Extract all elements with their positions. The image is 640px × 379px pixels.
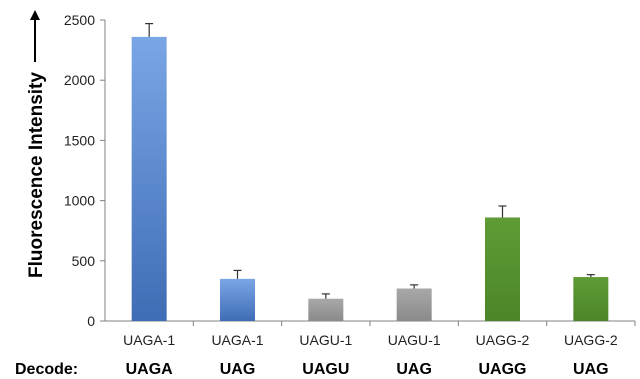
- y-tick-label: 1500: [64, 132, 95, 148]
- x-tick-label: UAGG-2: [476, 332, 530, 348]
- bar: [131, 36, 167, 322]
- x-tick-label: UAGA-1: [123, 332, 175, 348]
- bar: [485, 217, 520, 321]
- y-axis-label: Fluorescence Intensity: [26, 72, 47, 278]
- y-tick-label: 500: [72, 253, 96, 269]
- y-tick-label: 0: [87, 313, 95, 329]
- y-tick-label: 1000: [64, 193, 95, 209]
- decode-label: UAG: [220, 361, 256, 378]
- x-tick-label: UAGG-2: [564, 332, 618, 348]
- bar: [308, 298, 344, 321]
- decode-title: Decode:: [15, 361, 78, 378]
- axes: 0 500 1000 1500 2000 2500: [64, 12, 636, 329]
- decode-label: UAGG: [479, 361, 527, 378]
- decode-label: UAGU: [302, 361, 349, 378]
- decode-label: UAG: [396, 361, 432, 378]
- decode-label: UAGA: [126, 361, 174, 378]
- bar: [396, 288, 432, 321]
- y-tick-label: 2500: [64, 12, 95, 28]
- bar: [220, 278, 255, 321]
- labels: UAGA-1 UAGA UAGA-1 UAG UAGU-1 UAGU UAGU-1 UAG UA…: [15, 332, 618, 378]
- y-axis-arrowhead: [30, 10, 40, 20]
- y-axis-label-group: Fluorescence Intensity: [26, 10, 47, 278]
- y-tick-label: 2000: [64, 72, 95, 88]
- x-tick-label: UAGU-1: [299, 332, 352, 348]
- x-tick-label: UAGA-1: [211, 332, 263, 348]
- decode-label: UAG: [573, 361, 609, 378]
- x-tick-label: UAGU-1: [388, 332, 441, 348]
- bars: [131, 23, 609, 322]
- bar: [573, 277, 609, 321]
